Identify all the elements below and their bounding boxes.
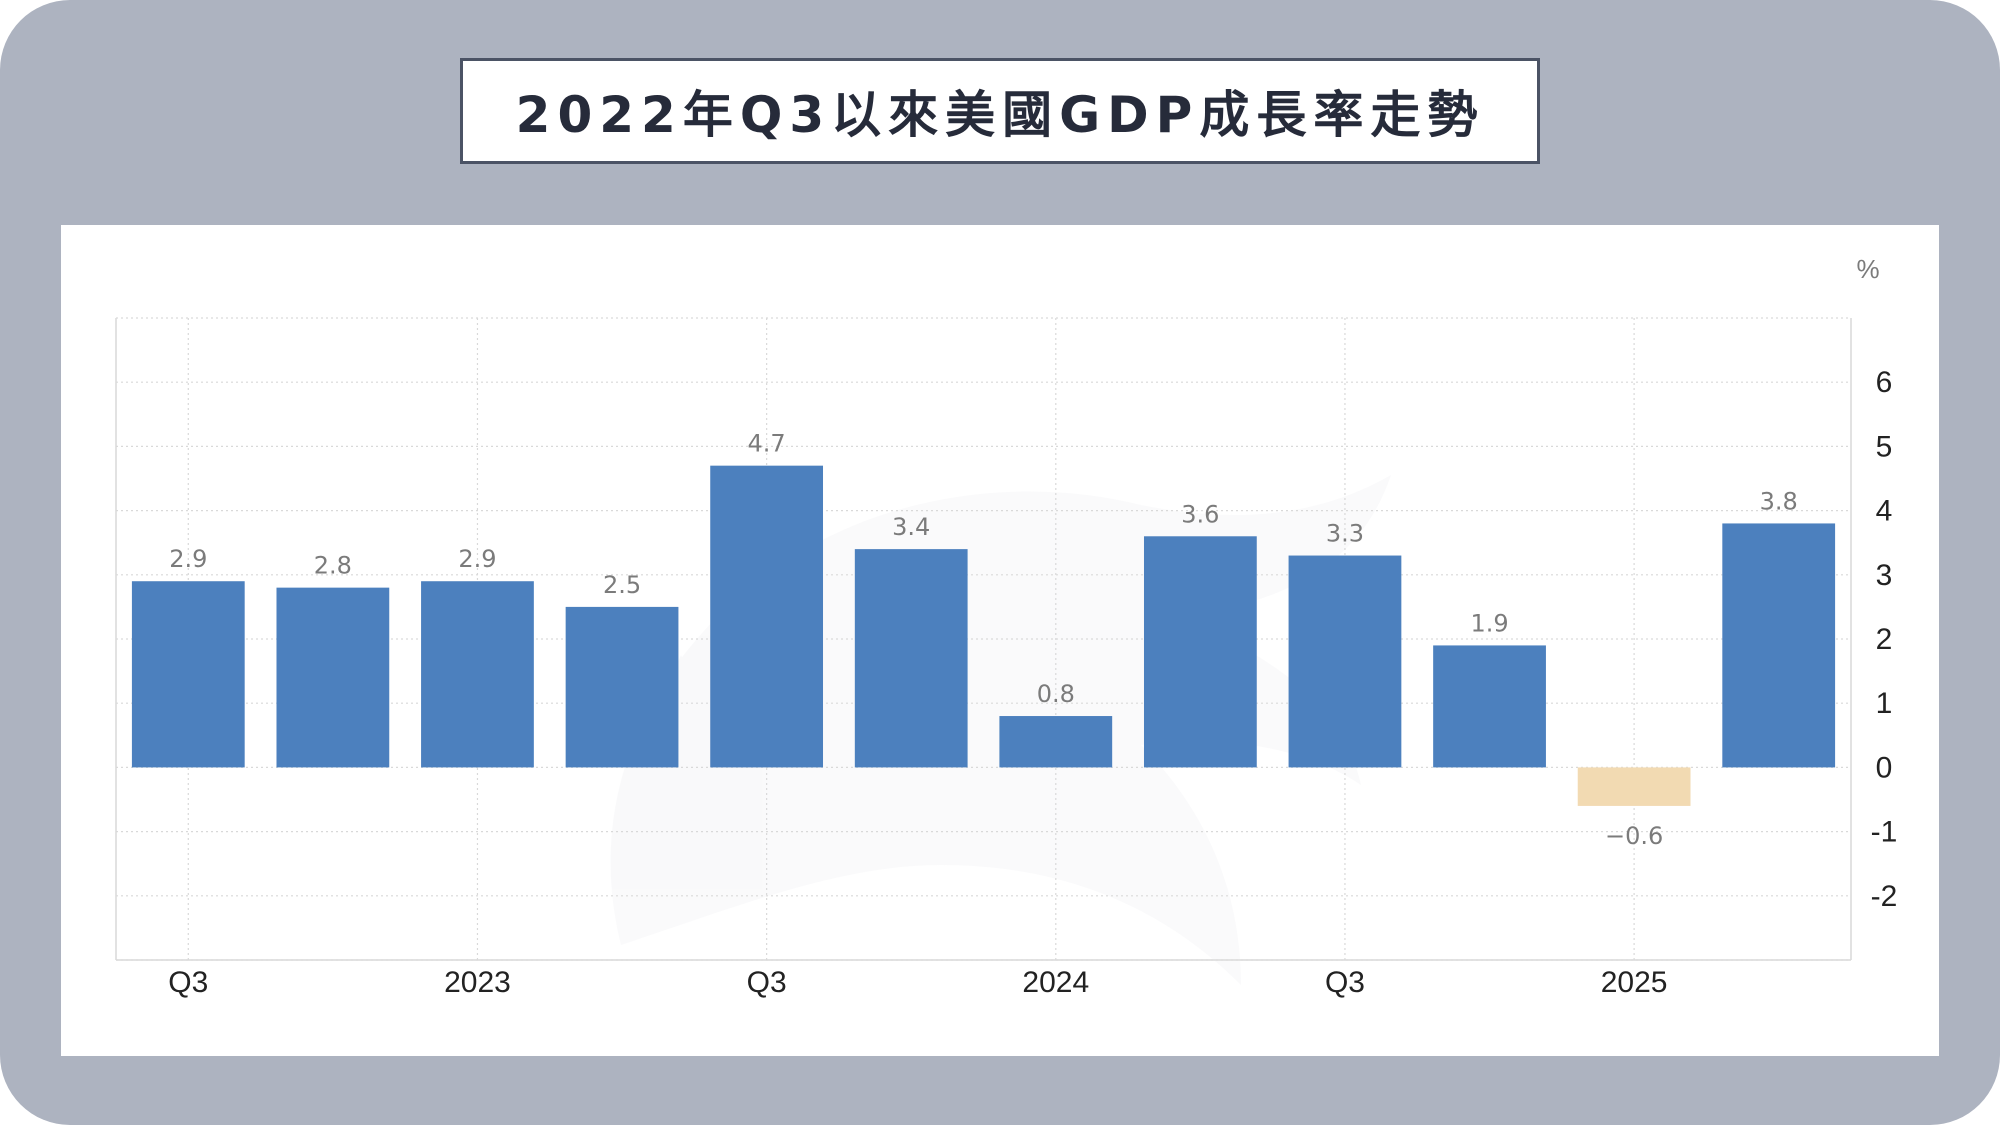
bar	[1433, 645, 1546, 768]
bar	[1288, 555, 1402, 768]
data-labels: 2.9 2.8 2.9 2.5 4.7 3.4 0.8 3.6 3.3 1.9 −0.6 3.8	[169, 430, 1798, 850]
data-label: 3.8	[1760, 487, 1798, 515]
title-box: 2022年Q3以來美國GDP成長率走勢	[460, 58, 1540, 164]
y-tick-label: 5	[1876, 430, 1893, 463]
bar	[276, 587, 390, 768]
data-label: 2.8	[314, 552, 352, 580]
y-axis-tick-labels: 6 5 4 3 2 1 0 -1 -2	[1871, 366, 1898, 913]
y-tick-label: -2	[1871, 880, 1898, 913]
bar	[1722, 523, 1836, 768]
y-tick-label: 1	[1876, 687, 1893, 720]
bars	[131, 465, 1836, 806]
x-tick-label: 2024	[1022, 966, 1089, 999]
y-tick-label: 0	[1876, 751, 1893, 784]
x-tick-label: Q3	[747, 966, 787, 999]
x-tick-label: Q3	[168, 966, 208, 999]
y-tick-label: 6	[1876, 366, 1893, 399]
chart-title: 2022年Q3以來美國GDP成長率走勢	[515, 86, 1485, 144]
data-label: 2.9	[458, 545, 496, 573]
data-label: 3.4	[892, 513, 930, 541]
x-tick-label: Q3	[1325, 966, 1365, 999]
data-label: 0.8	[1037, 680, 1075, 708]
bar	[999, 716, 1113, 768]
x-tick-label: 2023	[444, 966, 511, 999]
x-tick-label: 2025	[1601, 966, 1668, 999]
y-tick-label: 4	[1876, 495, 1893, 528]
bar	[710, 465, 824, 768]
bar	[565, 606, 679, 768]
bar	[421, 581, 534, 768]
data-label: 1.9	[1470, 609, 1508, 637]
bar	[1143, 536, 1257, 768]
bar	[854, 549, 968, 768]
data-label: 3.3	[1326, 520, 1364, 548]
data-label: −0.6	[1605, 822, 1663, 850]
chart-panel: 2.9 2.8 2.9 2.5 4.7 3.4 0.8 3.6 3.3 1.9 −0.6 3.8 6 5…	[61, 225, 1939, 1056]
data-label: 2.5	[603, 571, 641, 599]
y-tick-label: 3	[1876, 559, 1893, 592]
data-label: 2.9	[169, 545, 207, 573]
data-label: 4.7	[748, 430, 786, 458]
x-axis-tick-labels: Q3 2023 Q3 2024 Q3 2025	[168, 966, 1667, 999]
bar	[131, 581, 245, 768]
y-tick-label: -1	[1871, 816, 1898, 849]
gdp-bar-chart: 2.9 2.8 2.9 2.5 4.7 3.4 0.8 3.6 3.3 1.9 −0.6 3.8 6 5…	[115, 254, 1898, 999]
y-axis-unit: %	[1856, 254, 1879, 284]
bar	[1577, 767, 1691, 806]
data-label: 3.6	[1181, 500, 1219, 528]
y-tick-label: 2	[1876, 623, 1893, 656]
